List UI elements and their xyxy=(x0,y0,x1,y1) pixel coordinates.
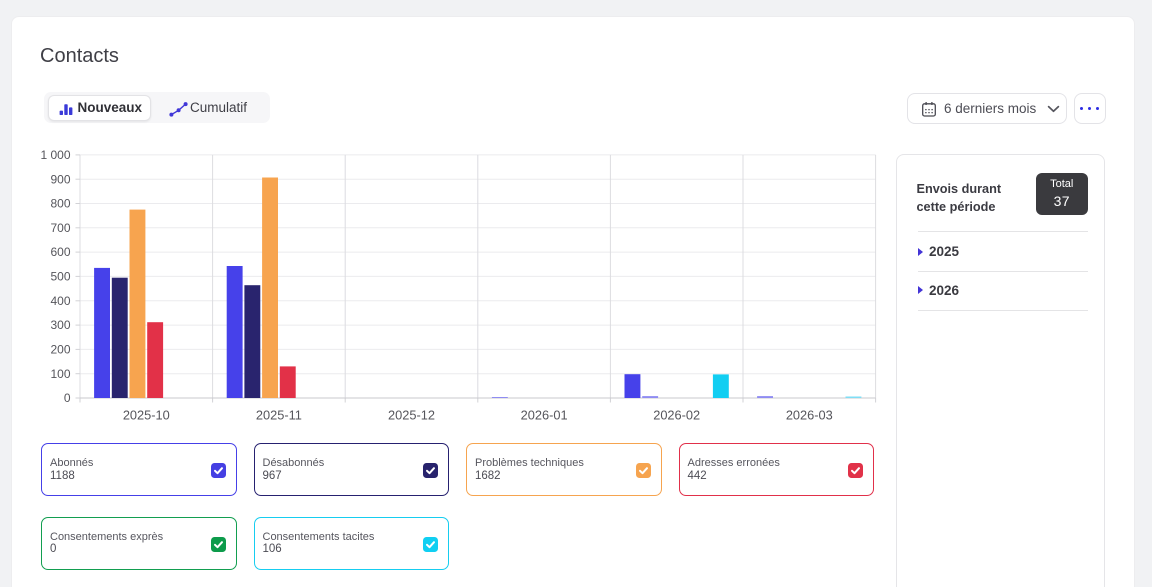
svg-text:2025-11: 2025-11 xyxy=(256,408,302,423)
svg-text:400: 400 xyxy=(50,294,70,308)
svg-text:2026-02: 2026-02 xyxy=(653,408,700,423)
svg-text:2026-01: 2026-01 xyxy=(521,408,568,423)
svg-text:700: 700 xyxy=(50,221,70,235)
svg-text:200: 200 xyxy=(50,343,70,357)
svg-text:300: 300 xyxy=(50,318,70,332)
svg-text:2025-10: 2025-10 xyxy=(123,408,170,423)
svg-text:2026-03: 2026-03 xyxy=(786,408,833,423)
svg-text:500: 500 xyxy=(50,270,70,284)
svg-text:100: 100 xyxy=(50,367,70,381)
svg-text:900: 900 xyxy=(50,172,70,186)
svg-text:0: 0 xyxy=(64,391,71,405)
svg-text:2025-12: 2025-12 xyxy=(388,408,435,423)
svg-text:600: 600 xyxy=(50,245,70,259)
svg-text:800: 800 xyxy=(50,197,70,211)
svg-text:1 000: 1 000 xyxy=(40,148,70,162)
